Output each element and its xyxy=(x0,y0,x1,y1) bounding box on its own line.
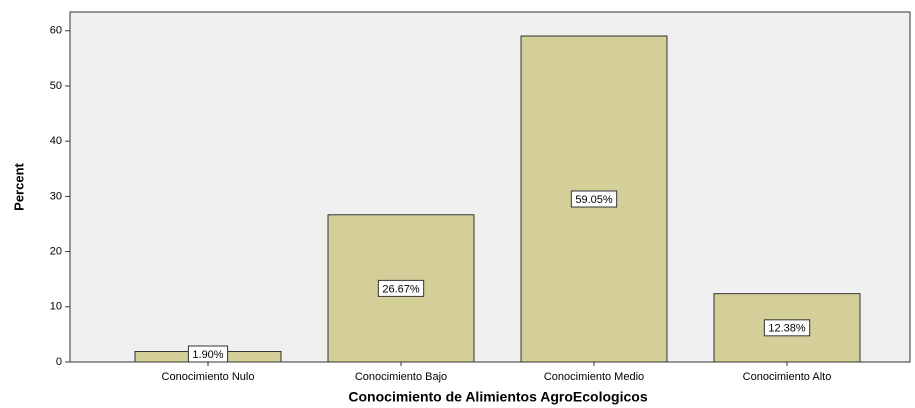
value-label: 12.38% xyxy=(768,323,806,335)
x-tick-label: Conocimiento Alto xyxy=(743,371,832,383)
y-tick-label: 30 xyxy=(50,190,62,202)
value-label-box xyxy=(570,190,618,208)
value-label: 1.90% xyxy=(192,349,223,361)
bar xyxy=(520,35,668,363)
y-tick-label: 50 xyxy=(50,80,62,92)
y-tick-label: 40 xyxy=(50,135,62,147)
y-tick-label: 20 xyxy=(50,245,62,257)
x-axis-title: Conocimiento de Alimientos AgroEcologico… xyxy=(348,389,647,405)
value-label: 59.05% xyxy=(575,194,613,206)
x-tick-label: Conocimiento Bajo xyxy=(355,371,447,383)
value-label: 26.67% xyxy=(382,283,420,295)
y-tick-label: 60 xyxy=(50,25,62,37)
x-tick-label: Conocimiento Medio xyxy=(544,371,644,383)
value-label-box xyxy=(377,279,425,297)
value-label-box xyxy=(763,319,811,337)
y-axis-title: Percent xyxy=(11,162,26,210)
y-tick-label: 10 xyxy=(50,301,62,313)
x-tick-label: Conocimiento Nulo xyxy=(162,371,255,383)
y-tick-label: 0 xyxy=(56,356,62,368)
value-label-box xyxy=(187,345,229,363)
